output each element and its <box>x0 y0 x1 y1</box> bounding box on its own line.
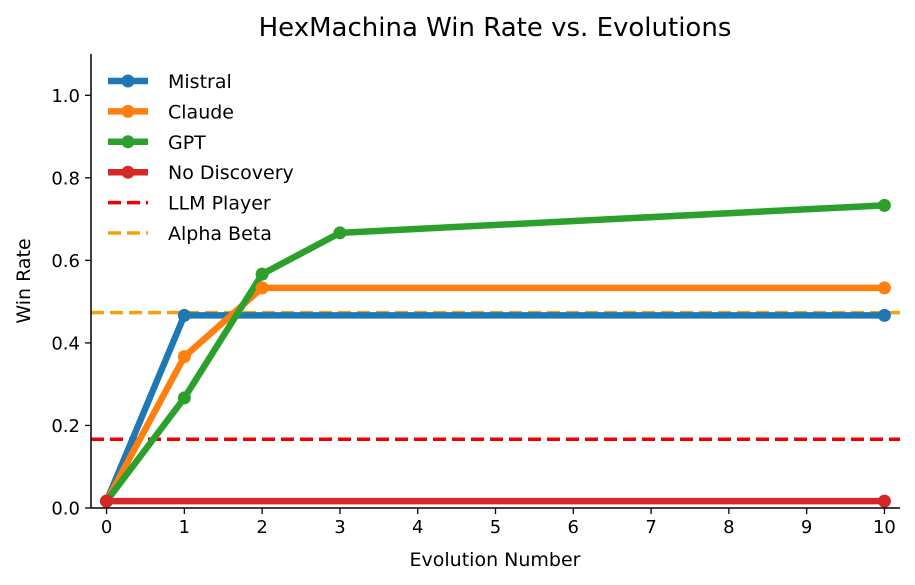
series-line-claude <box>103 284 885 503</box>
legend-label-alpha-beta: Alpha Beta <box>168 223 272 245</box>
legend-label-mistral: Mistral <box>168 71 232 93</box>
legend-label-claude: Claude <box>168 101 234 123</box>
legend: Mistral Claude GPT No Discovery LLM Player Al… <box>108 71 294 245</box>
x-tick-label: 7 <box>645 517 656 538</box>
legend-label-no-discovery: No Discovery <box>168 162 294 184</box>
y-tick-label: 0.8 <box>51 168 80 189</box>
data-point-mistral-1 <box>177 308 191 322</box>
x-ticks: 0 1 2 3 4 5 6 7 8 9 10 <box>101 508 896 538</box>
x-tick-label: 10 <box>873 517 896 538</box>
data-point-claude-2 <box>255 281 269 295</box>
legend-marker-no-discovery <box>121 165 135 179</box>
series-line-gpt <box>103 202 885 504</box>
y-tick-label: 1.0 <box>51 86 80 107</box>
x-tick-label: 9 <box>801 517 812 538</box>
chart-title: HexMachina Win Rate vs. Evolutions <box>259 13 732 43</box>
series-line-mistral <box>103 312 885 503</box>
legend-label-llm-player: LLM Player <box>168 193 271 215</box>
data-point-mistral-10 <box>877 308 891 322</box>
x-tick-label: 6 <box>568 517 579 538</box>
data-point-claude-10 <box>877 281 891 295</box>
y-axis-label: Win Rate <box>13 238 35 323</box>
data-point-gpt-2 <box>255 267 269 281</box>
legend-marker-mistral <box>121 74 135 88</box>
x-axis-label: Evolution Number <box>410 549 581 571</box>
x-tick-label: 8 <box>723 517 734 538</box>
legend-label-gpt: GPT <box>168 132 206 154</box>
data-point-gpt-10 <box>877 198 891 212</box>
data-point-gpt-1 <box>177 391 191 405</box>
data-point-gpt-3 <box>333 226 347 240</box>
y-tick-label: 0.4 <box>51 333 80 354</box>
y-tick-label: 0.2 <box>51 416 80 437</box>
legend-marker-claude <box>121 104 135 118</box>
data-point-claude-1 <box>177 350 191 364</box>
data-point-no-discovery-0 <box>100 494 114 508</box>
y-tick-label: 0.6 <box>51 251 80 272</box>
x-tick-label: 1 <box>179 517 190 538</box>
x-tick-label: 3 <box>334 517 345 538</box>
series-lines <box>103 202 885 505</box>
series-points <box>100 198 891 508</box>
y-ticks: 0.0 0.2 0.4 0.6 0.8 1.0 <box>51 86 91 520</box>
x-tick-label: 4 <box>412 517 423 538</box>
x-tick-label: 0 <box>101 517 112 538</box>
data-point-no-discovery-10 <box>877 494 891 508</box>
y-tick-label: 0.0 <box>51 499 80 520</box>
legend-marker-gpt <box>121 135 135 149</box>
x-tick-label: 5 <box>490 517 501 538</box>
x-tick-label: 2 <box>256 517 267 538</box>
